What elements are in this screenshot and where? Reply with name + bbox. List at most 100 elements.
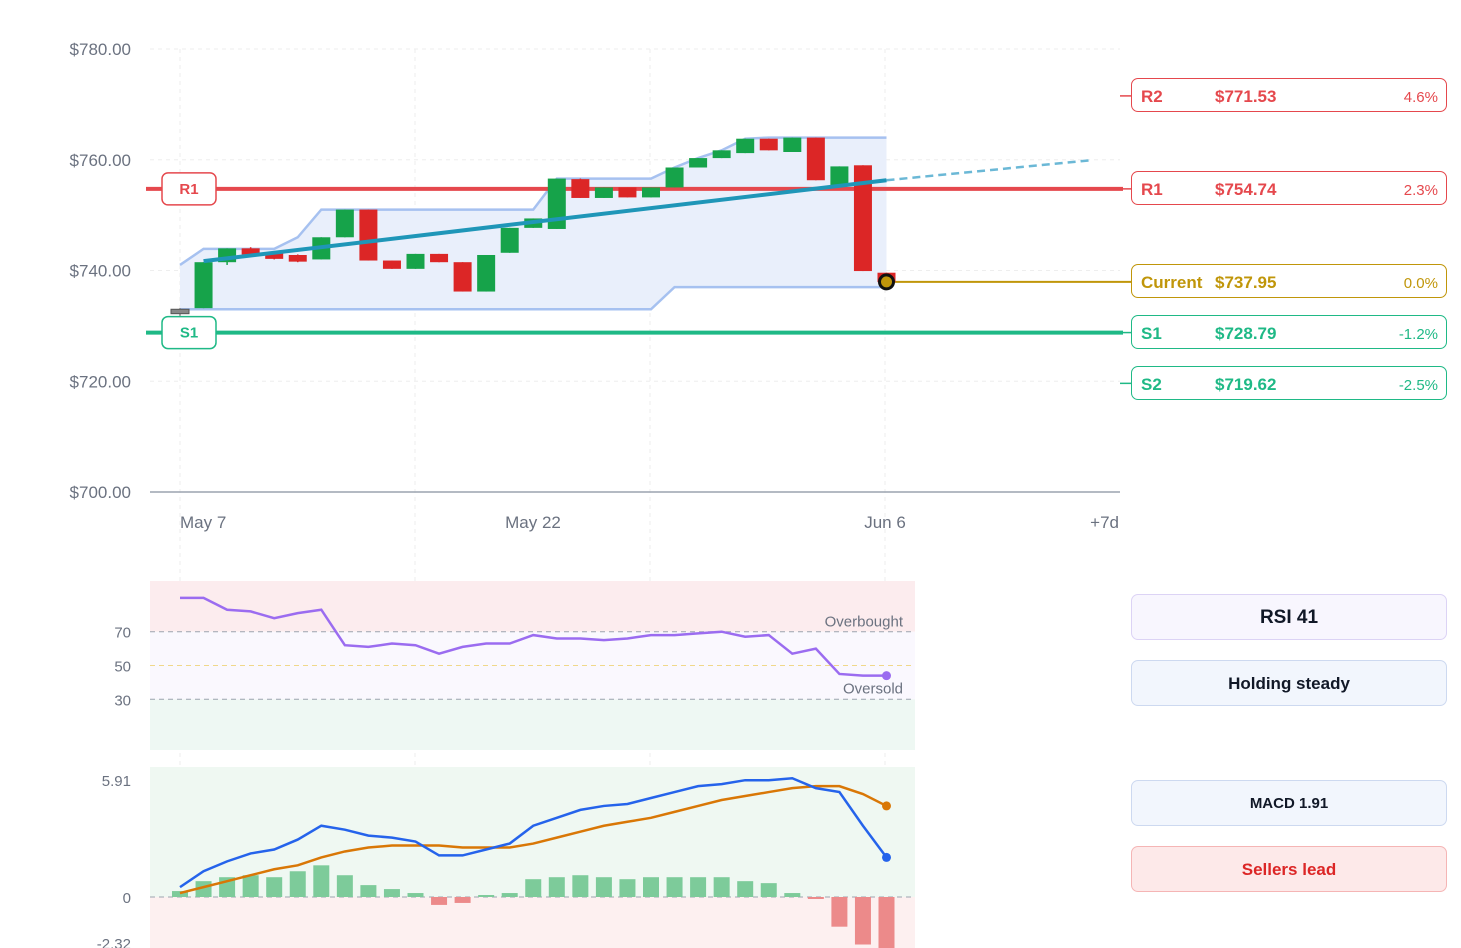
macd-value-card: MACD 1.91 (1131, 780, 1447, 826)
candle (265, 252, 284, 259)
envelope-upper (179, 136, 887, 266)
macd-histogram-bar (548, 877, 565, 897)
candle (241, 248, 260, 255)
macd-histogram-bar (643, 877, 659, 897)
x-tick-label: Jun 6 (864, 513, 906, 532)
level-tag-s1: S1 (161, 315, 217, 350)
y-tick-label: $780.00 (70, 40, 131, 59)
candle (571, 179, 590, 198)
macd-title: MACD 1.91 (1249, 795, 1329, 812)
level-card-s1: S1 $728.79 -1.2% (1131, 315, 1447, 349)
macd-histogram-bar (666, 877, 683, 897)
y-tick-label: $720.00 (70, 372, 131, 391)
macd-histogram-bar (336, 875, 353, 897)
candle (712, 150, 731, 159)
level-card-current: Current $737.95 0.0% (1131, 264, 1447, 298)
macd-histogram-bar (431, 897, 448, 905)
macd-signal-line (179, 784, 888, 895)
macd-line (179, 776, 888, 889)
level-percent: 0.0% (1403, 275, 1438, 292)
level-percent: -2.5% (1398, 377, 1438, 394)
macd-histogram-bar (454, 897, 471, 903)
level-tag-label: S1 (180, 325, 198, 342)
macd-last-point (882, 852, 891, 862)
level-price: $719.62 (1215, 375, 1277, 394)
level-percent: 4.6% (1403, 89, 1438, 106)
level-price: $737.95 (1215, 273, 1277, 292)
candle (759, 138, 778, 151)
rsi-value-card: RSI 41 (1131, 594, 1447, 640)
macd-histogram-bar (807, 897, 824, 899)
candle (665, 167, 684, 188)
macd-histogram-bar (595, 877, 612, 897)
candle (853, 165, 872, 272)
y-tick-label: $740.00 (70, 262, 131, 281)
macd-histogram-bar (878, 897, 895, 948)
level-tag-box (161, 315, 217, 350)
macd-histogram-bar (172, 891, 188, 897)
rsi-title: RSI 41 (1259, 607, 1319, 628)
candle (783, 137, 802, 152)
macd-histogram-bar (784, 893, 801, 897)
candle (642, 187, 660, 198)
macd-histogram-bar (690, 877, 707, 897)
level-label: R2 (1141, 87, 1163, 106)
macd-histogram-bar (713, 877, 730, 897)
rsi-overbought-label: Overbought (825, 614, 904, 631)
macd-histogram-bar (383, 889, 400, 897)
macd-histogram-bar (407, 893, 424, 897)
candle (382, 260, 401, 269)
macd-histogram-bar (478, 895, 495, 897)
candle (547, 178, 566, 229)
macd-histogram-bar (525, 879, 542, 897)
macd-histogram-bar (289, 871, 306, 897)
candle (170, 308, 190, 315)
level-price: $754.74 (1215, 180, 1277, 199)
level-card-s2: S2 $719.62 -2.5% (1131, 366, 1447, 400)
macd-histogram-bar (854, 897, 871, 945)
x-tick-label: May 7 (180, 513, 226, 532)
macd-histogram-bar (242, 875, 259, 897)
candle (359, 209, 378, 261)
candle (335, 209, 354, 238)
level-percent: 2.3% (1403, 182, 1438, 199)
x-tick-label: +7d (1090, 513, 1119, 532)
rsi-oversold-label: Oversold (843, 680, 903, 697)
level-label: S2 (1141, 375, 1162, 394)
macd-histogram-bar (360, 885, 377, 897)
macd-histogram-bar (831, 897, 848, 927)
level-price: $771.53 (1215, 87, 1277, 106)
y-tick-label: $700.00 (70, 483, 131, 502)
level-label: R1 (1141, 180, 1163, 199)
level-price: $728.79 (1215, 324, 1277, 343)
trend-line (203, 178, 887, 264)
macd-histogram-bar (760, 883, 777, 897)
envelope-lower (180, 285, 887, 311)
candle (406, 253, 425, 269)
macd-histogram-bar (619, 879, 636, 897)
level-label: Current (1141, 273, 1203, 292)
candle (618, 187, 637, 198)
level-tag-box (161, 172, 217, 206)
level-card-r1: R1 $754.74 2.3% (1131, 171, 1447, 205)
rsi-oversold-zone (150, 699, 915, 750)
candle (830, 166, 849, 187)
candle (806, 137, 825, 181)
rsi-line (180, 596, 887, 677)
level-tag-label: R1 (179, 181, 198, 198)
candle (736, 138, 755, 154)
rsi-tick-label: 30 (114, 692, 131, 709)
candle (689, 158, 708, 168)
x-tick-label: May 22 (505, 513, 561, 532)
trend-projection (886, 159, 1091, 182)
y-tick-label: $760.00 (70, 151, 131, 170)
macd-histogram-bar (572, 875, 589, 897)
macd-histogram-bar (266, 877, 283, 897)
macd-tick-label: 0 (123, 890, 131, 907)
macd-tick-label: -2.32 (97, 936, 131, 948)
candle (288, 254, 307, 262)
candle (194, 262, 213, 309)
level-tag-r1: R1 (161, 172, 217, 206)
level-percent: -1.2% (1398, 326, 1438, 343)
